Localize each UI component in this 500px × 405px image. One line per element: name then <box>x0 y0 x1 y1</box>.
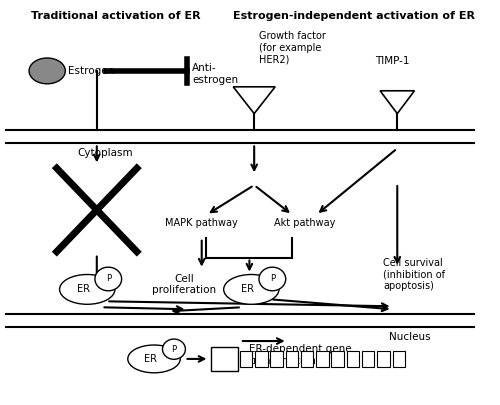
FancyBboxPatch shape <box>316 351 328 367</box>
Text: Nucleus: Nucleus <box>389 332 430 342</box>
Text: MAPK pathway: MAPK pathway <box>166 218 238 228</box>
FancyBboxPatch shape <box>255 351 268 367</box>
Text: P: P <box>270 275 275 284</box>
Text: ER: ER <box>77 284 90 294</box>
FancyBboxPatch shape <box>301 351 314 367</box>
Text: Cell survival
(inhibition of
apoptosis): Cell survival (inhibition of apoptosis) <box>383 258 445 291</box>
Text: Growth factor
(for example
HER2): Growth factor (for example HER2) <box>259 31 326 64</box>
Ellipse shape <box>128 345 180 373</box>
Text: Estrogen: Estrogen <box>68 66 114 76</box>
FancyBboxPatch shape <box>346 351 359 367</box>
Text: Traditional activation of ER: Traditional activation of ER <box>31 11 200 21</box>
Text: ER-dependent gene
transcription: ER-dependent gene transcription <box>250 344 352 366</box>
Ellipse shape <box>162 339 186 359</box>
Text: Cytoplasm: Cytoplasm <box>78 148 134 158</box>
Text: ER: ER <box>241 284 254 294</box>
Ellipse shape <box>259 267 285 291</box>
Text: Estrogen-independent activation of ER: Estrogen-independent activation of ER <box>234 11 476 21</box>
Text: TIMP-1: TIMP-1 <box>376 56 410 66</box>
FancyBboxPatch shape <box>240 351 252 367</box>
FancyBboxPatch shape <box>212 347 238 371</box>
FancyBboxPatch shape <box>332 351 344 367</box>
FancyBboxPatch shape <box>377 351 390 367</box>
Text: ER: ER <box>144 354 156 364</box>
FancyBboxPatch shape <box>392 351 405 367</box>
Ellipse shape <box>60 275 115 304</box>
FancyBboxPatch shape <box>270 351 283 367</box>
Text: P: P <box>172 345 176 354</box>
Ellipse shape <box>224 275 279 304</box>
Text: Cell
proliferation: Cell proliferation <box>152 273 216 295</box>
FancyBboxPatch shape <box>286 351 298 367</box>
Ellipse shape <box>29 58 66 84</box>
Ellipse shape <box>95 267 122 291</box>
Text: P: P <box>106 275 111 284</box>
FancyBboxPatch shape <box>362 351 374 367</box>
Text: Akt pathway: Akt pathway <box>274 218 336 228</box>
Text: Anti-
estrogen: Anti- estrogen <box>192 63 238 85</box>
